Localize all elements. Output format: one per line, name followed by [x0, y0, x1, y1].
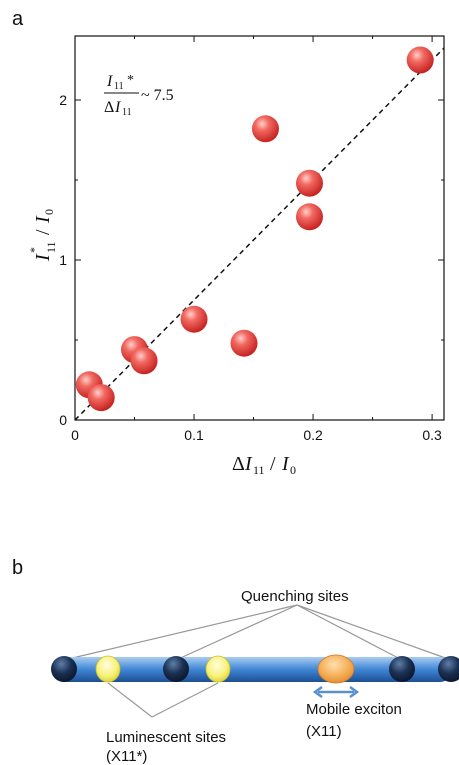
svg-text:~ 7.5: ~ 7.5	[141, 87, 174, 104]
data-point	[251, 115, 279, 143]
svg-text:*: *	[127, 73, 134, 88]
svg-text:11: 11	[114, 81, 124, 92]
luminescent-sites-label: Luminescent sites	[106, 729, 226, 746]
y-tick-label: 1	[59, 252, 67, 268]
svg-text:/: /	[270, 453, 276, 475]
y-axis-label: I * 11 / I 0	[27, 209, 58, 262]
y-tick-label: 0	[59, 412, 67, 428]
svg-text:I: I	[32, 215, 54, 224]
svg-text:Δ: Δ	[232, 453, 245, 475]
data-point	[295, 169, 323, 197]
double-arrow-icon	[312, 685, 360, 699]
svg-text:I: I	[114, 99, 121, 116]
svg-text:11: 11	[122, 107, 132, 118]
quenching-site	[389, 656, 415, 682]
svg-text:I: I	[32, 253, 54, 262]
luminescent-site	[95, 655, 121, 683]
axis-tick-labels: 0 0.1 0.2 0.3 0 1 2	[59, 92, 442, 443]
x-tick-label: 0.2	[303, 427, 323, 443]
y-tick-label: 2	[59, 92, 67, 108]
x-axis-label: Δ I 11 / I 0	[232, 453, 296, 477]
data-point	[130, 347, 158, 375]
quenching-connector-lines	[63, 604, 452, 661]
x-tick-label: 0.3	[422, 427, 442, 443]
fit-line	[74, 47, 445, 421]
svg-text:0: 0	[290, 463, 296, 477]
svg-text:11: 11	[253, 463, 265, 477]
svg-text:0: 0	[42, 209, 56, 215]
luminescent-connector-lines	[107, 682, 219, 718]
data-point	[295, 203, 323, 231]
svg-text:*: *	[27, 247, 41, 253]
x-tick-label: 0.1	[184, 427, 204, 443]
schematic: Quenching sites Luminescent sites (X11*)…	[51, 588, 459, 765]
chart-annotation: I 11 * Δ I 11 ~ 7.5	[104, 73, 174, 118]
panel-a-label: a	[12, 8, 24, 30]
quenching-site	[51, 656, 77, 682]
panel-b-label: b	[12, 557, 24, 579]
data-point	[180, 305, 208, 333]
mobile-exciton	[317, 654, 355, 684]
svg-text:I: I	[281, 453, 290, 475]
svg-text:I: I	[106, 73, 113, 90]
svg-text:I: I	[244, 453, 253, 475]
svg-text:Δ: Δ	[104, 99, 114, 116]
mobile-exciton-symbol: (X11)	[306, 723, 342, 740]
chart-frame	[74, 35, 445, 421]
quenching-site	[438, 656, 459, 682]
svg-text:/: /	[32, 229, 54, 235]
quenching-site	[163, 656, 189, 682]
scatter-points	[75, 46, 434, 412]
x-tick-label: 0	[71, 427, 79, 443]
data-point	[87, 384, 115, 412]
svg-text:11: 11	[44, 241, 58, 253]
data-point	[230, 329, 258, 357]
luminescent-sites-symbol: (X11*)	[106, 748, 147, 765]
data-point	[406, 46, 434, 74]
mobile-exciton-label: Mobile exciton	[306, 701, 402, 718]
quenching-sites-label: Quenching sites	[241, 588, 349, 605]
luminescent-site	[205, 655, 231, 683]
